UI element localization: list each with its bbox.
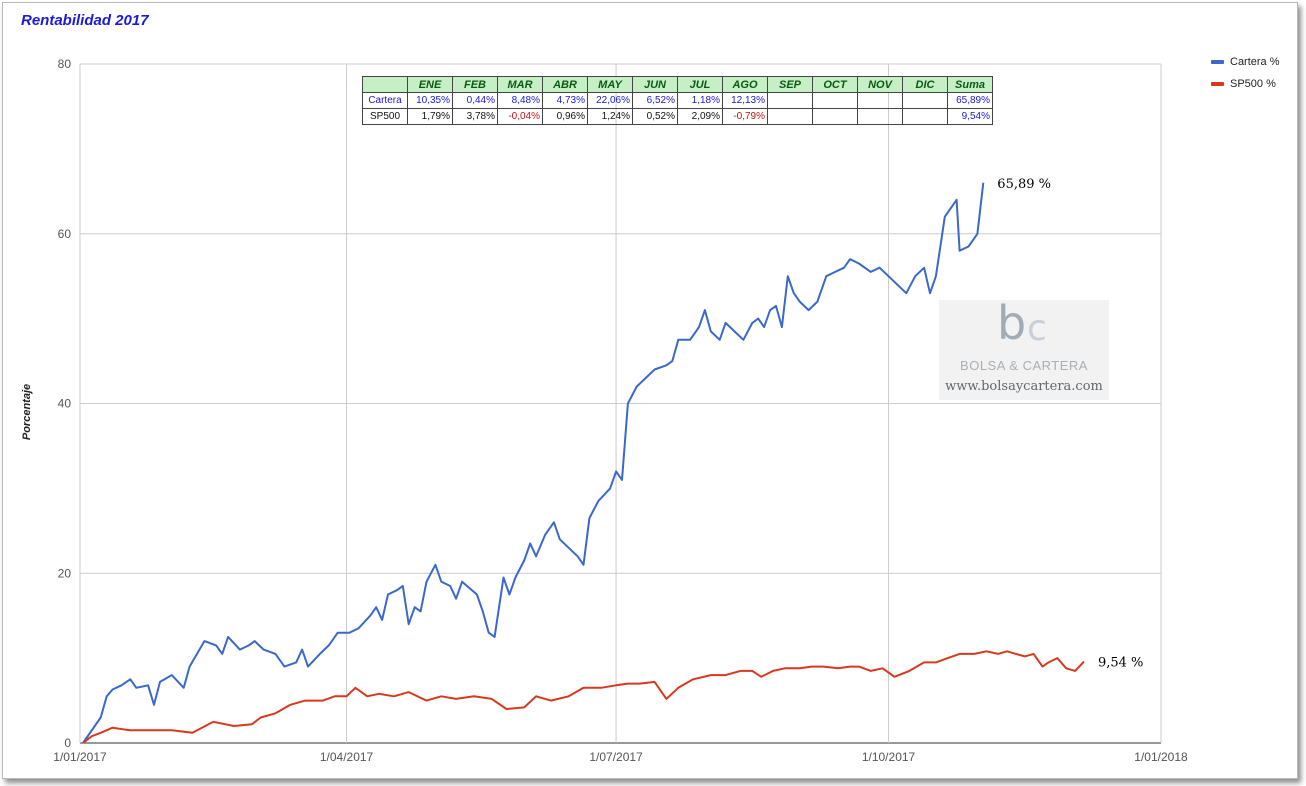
y-axis-label: Porcentaje bbox=[21, 384, 33, 440]
table-cell: 2,09% bbox=[677, 108, 723, 125]
watermark-logo-c: c bbox=[1027, 308, 1047, 349]
table-cell bbox=[767, 108, 813, 125]
table-row: SP500 1,79% 3,78% -0,04% 0,96% 1,24% 0,52% 2,09… bbox=[362, 108, 993, 125]
table-header-cell: MAY bbox=[587, 76, 633, 93]
series-layer: 65,89 % 9,54 % bbox=[82, 177, 1143, 744]
legend: Cartera % SP500 % bbox=[1211, 56, 1280, 90]
legend-swatch bbox=[1211, 60, 1224, 64]
table-cell bbox=[902, 108, 948, 125]
grid bbox=[79, 63, 1162, 744]
watermark-logo-b: b bbox=[997, 296, 1027, 350]
table-cell bbox=[857, 108, 903, 125]
table-cell: 4,73% bbox=[542, 92, 588, 109]
series-end-label: 9,54 % bbox=[1098, 656, 1143, 671]
table-cell: 10,35% bbox=[407, 92, 453, 109]
table-cell: 6,52% bbox=[632, 92, 678, 109]
table-header-row: ENE FEB MAR ABR MAY JUN JUL AGO SEP OCT NOV DIC Suma bbox=[362, 76, 993, 93]
watermark-brand: BOLSA & CARTERA bbox=[960, 358, 1088, 373]
chart-title: Rentabilidad 2017 bbox=[21, 12, 149, 29]
x-tick-label: 1/10/2017 bbox=[862, 750, 916, 764]
table-header-cell: ENE bbox=[407, 76, 453, 93]
table-cell: 1,24% bbox=[587, 108, 633, 125]
y-tick-label: 40 bbox=[58, 397, 72, 411]
watermark: b c BOLSA & CARTERA www.bolsaycartera.co… bbox=[939, 296, 1109, 400]
table-cell: 0,44% bbox=[452, 92, 498, 109]
table-cell: -0,79% bbox=[722, 108, 768, 125]
table-cell: 1,18% bbox=[677, 92, 723, 109]
table-cell: 9,54% bbox=[947, 108, 993, 125]
watermark-url: www.bolsaycartera.com bbox=[945, 379, 1103, 394]
y-tick-label: 0 bbox=[64, 736, 71, 750]
table-row: Cartera 10,35% 0,44% 8,48% 4,73% 22,06% 6,52% 1… bbox=[362, 92, 993, 109]
legend-label: SP500 % bbox=[1230, 78, 1276, 90]
table-cell: 0,52% bbox=[632, 108, 678, 125]
table-header-cell: ABR bbox=[542, 76, 588, 93]
y-axis: 0 20 40 60 80 bbox=[58, 57, 72, 750]
table-row-name: Cartera bbox=[362, 92, 408, 109]
table-cell bbox=[902, 92, 948, 109]
table-cell: 3,78% bbox=[452, 108, 498, 125]
series-line-1 bbox=[82, 650, 1085, 744]
y-tick-label: 80 bbox=[58, 57, 72, 71]
table-cell bbox=[812, 108, 858, 125]
table-cell bbox=[857, 92, 903, 109]
series-line-0 bbox=[82, 182, 985, 744]
table-header-cell: JUN bbox=[632, 76, 678, 93]
table-row-name: SP500 bbox=[362, 108, 408, 125]
table-header-cell: NOV bbox=[857, 76, 903, 93]
table-cell bbox=[812, 92, 858, 109]
table-header-cell: MAR bbox=[497, 76, 543, 93]
table-cell: 0,96% bbox=[542, 108, 588, 125]
legend-swatch bbox=[1211, 82, 1224, 86]
y-tick-label: 60 bbox=[58, 227, 72, 241]
x-tick-label: 1/01/2017 bbox=[53, 750, 107, 764]
table-cell: 22,06% bbox=[587, 92, 633, 109]
legend-label: Cartera % bbox=[1230, 56, 1280, 68]
series-end-label: 65,89 % bbox=[997, 177, 1051, 192]
table-cell: 1,79% bbox=[407, 108, 453, 125]
x-tick-label: 1/01/2018 bbox=[1134, 750, 1188, 764]
table-cell bbox=[767, 92, 813, 109]
y-tick-label: 20 bbox=[58, 566, 72, 580]
table-header-cell: DIC bbox=[902, 76, 948, 93]
x-axis: 1/01/2017 1/04/2017 1/07/2017 1/10/2017 1/01… bbox=[53, 750, 1188, 764]
table-header-cell: Suma bbox=[947, 76, 993, 93]
table-header-cell: JUL bbox=[677, 76, 723, 93]
monthly-returns-table: ENE FEB MAR ABR MAY JUN JUL AGO SEP OCT NOV DIC Suma… bbox=[362, 76, 993, 125]
table-cell: 12,13% bbox=[722, 92, 768, 109]
table-header-cell: FEB bbox=[452, 76, 498, 93]
table-header-cell: SEP bbox=[767, 76, 813, 93]
table-header-cell: OCT bbox=[812, 76, 858, 93]
x-tick-label: 1/07/2017 bbox=[589, 750, 643, 764]
table-cell: 65,89% bbox=[947, 92, 993, 109]
x-tick-label: 1/04/2017 bbox=[320, 750, 374, 764]
table-cell: -0,04% bbox=[497, 108, 543, 125]
table-corner-cell bbox=[362, 76, 408, 93]
table-cell: 8,48% bbox=[497, 92, 543, 109]
table-header-cell: AGO bbox=[722, 76, 768, 93]
